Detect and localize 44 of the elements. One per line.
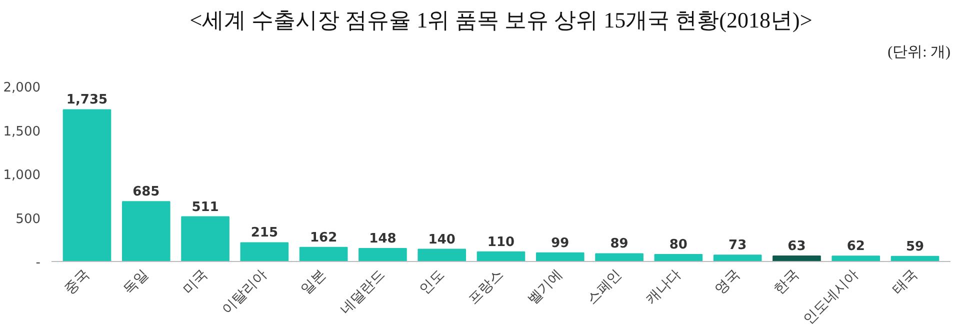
chart-title: <세계 수출시장 점유율 1위 품목 보유 상위 15개국 현황(2018년)> — [190, 8, 812, 32]
x-tick-label: 한국 — [771, 266, 802, 298]
bar — [832, 256, 880, 262]
x-tick-label: 미국 — [180, 266, 211, 298]
data-label: 62 — [846, 239, 865, 254]
data-label: 148 — [369, 232, 396, 247]
data-label: 110 — [487, 234, 515, 250]
bar — [418, 248, 466, 262]
data-label: 685 — [132, 184, 160, 200]
x-tick-label: 독일 — [120, 266, 152, 298]
bar — [181, 216, 230, 262]
data-label: 89 — [610, 236, 628, 252]
bar — [299, 246, 348, 262]
bar — [536, 252, 584, 262]
y-tick-label: 2,000 — [3, 80, 40, 96]
data-label: 63 — [788, 238, 806, 254]
y-tick-label: 1,500 — [3, 124, 40, 140]
bar — [358, 248, 407, 262]
data-label: 140 — [428, 232, 456, 248]
bar — [654, 254, 703, 262]
data-label: 99 — [551, 236, 570, 251]
y-tick-label: - — [36, 256, 41, 270]
bar — [713, 254, 762, 262]
y-tick-label: 1,000 — [3, 168, 40, 183]
data-label: 511 — [192, 200, 219, 215]
bar — [595, 253, 644, 262]
data-label: 1,735 — [66, 92, 108, 108]
x-tick-label: 중국 — [62, 266, 93, 298]
data-label: 80 — [669, 238, 688, 252]
data-label: 215 — [250, 226, 278, 241]
bar — [476, 251, 526, 262]
bar — [240, 242, 289, 262]
text: (단위: 개) — [888, 44, 951, 60]
bar — [772, 255, 821, 262]
bar — [122, 201, 170, 262]
data-label: 162 — [310, 230, 338, 246]
x-tick-label: 인도 — [416, 266, 448, 298]
x-tick-label: 영국 — [712, 266, 744, 298]
y-tick-label: 500 — [16, 212, 41, 227]
bar — [62, 109, 112, 262]
x-tick-label: 일본 — [298, 266, 330, 298]
data-label: 73 — [728, 238, 747, 254]
data-label: 59 — [906, 239, 924, 254]
x-tick-label: 태국 — [890, 266, 921, 298]
